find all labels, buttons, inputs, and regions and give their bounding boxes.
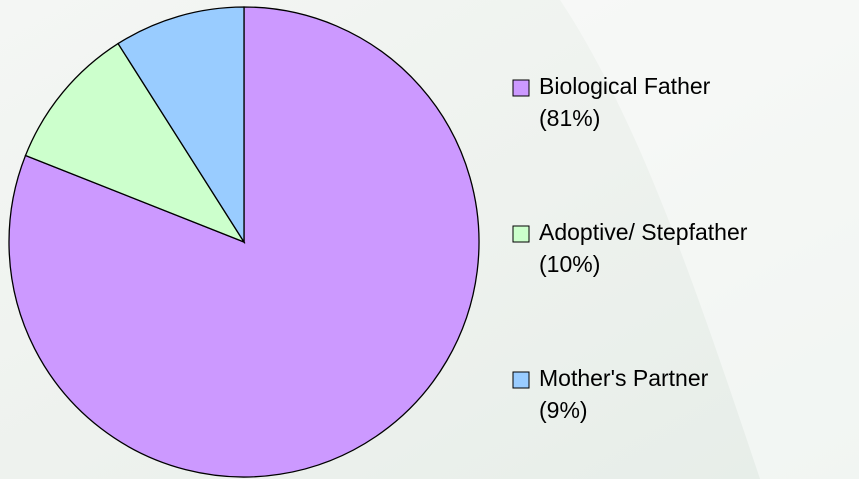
legend-label: Adoptive/ Stepfather xyxy=(539,219,748,245)
legend-label: Mother's Partner xyxy=(539,365,709,391)
legend-value-label: (9%) xyxy=(539,397,588,423)
legend-value-label: (81%) xyxy=(539,105,600,131)
legend-swatch xyxy=(512,225,530,243)
legend-swatch xyxy=(512,371,530,389)
pie-slice xyxy=(117,6,245,245)
background-sheen xyxy=(560,0,859,479)
legend-swatch xyxy=(512,79,530,97)
pie-slice xyxy=(24,42,246,244)
legend-value-label: (10%) xyxy=(539,251,600,277)
legend-label: Biological Father xyxy=(539,73,711,99)
